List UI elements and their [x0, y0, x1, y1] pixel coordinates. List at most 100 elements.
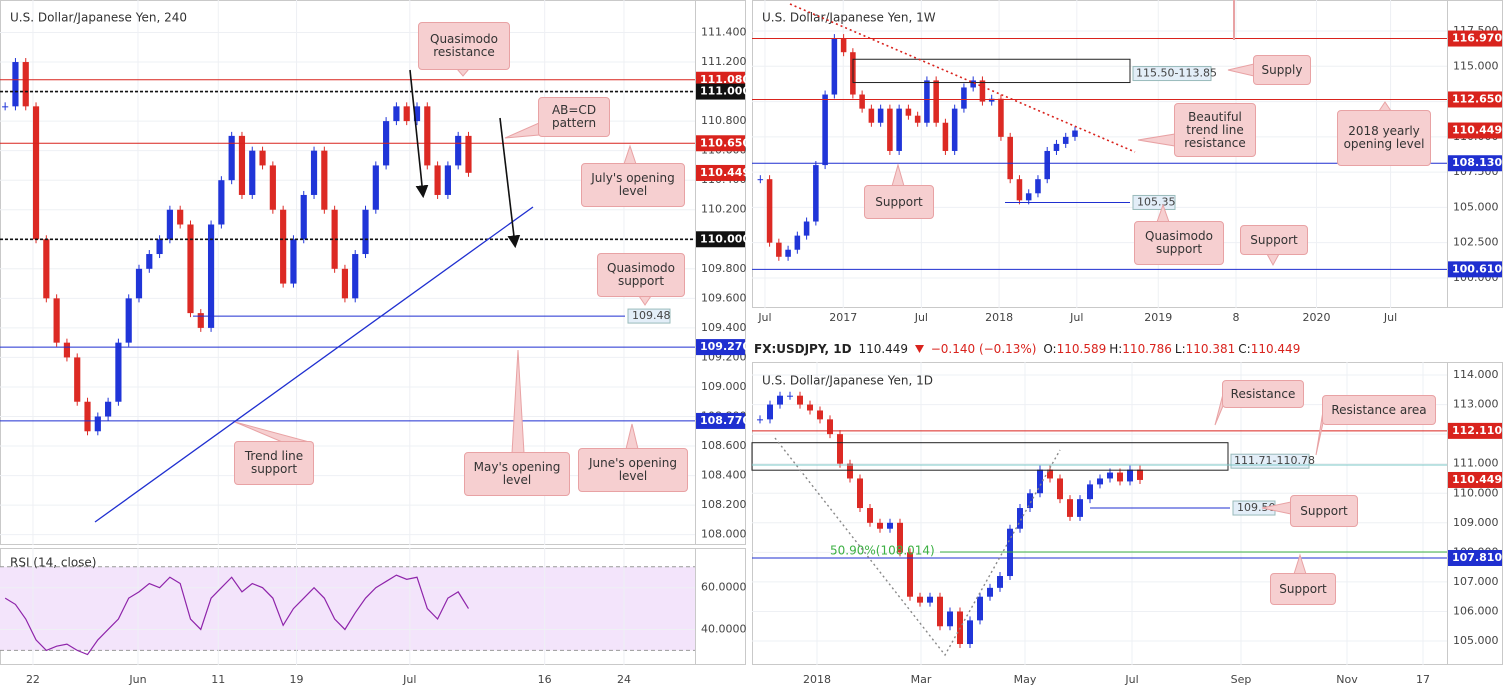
candle [84, 401, 91, 432]
y-tick-label: 109.000 [701, 380, 747, 393]
candle [94, 416, 101, 432]
rsi-band [0, 566, 695, 651]
x-tick-label: May [1014, 673, 1037, 686]
price-label-bg [1448, 30, 1502, 47]
candle [115, 342, 122, 402]
ohlc-value: 110.786 [1122, 342, 1172, 356]
x-tick-label: 16 [538, 673, 552, 686]
candle [341, 268, 349, 299]
price-label: 108.770 [700, 414, 750, 427]
x-tick-label: Mar [911, 673, 932, 686]
price-label-bg [1448, 91, 1502, 108]
callout: Quasimodo support [597, 253, 685, 297]
symbol: FX:USDJPY, 1D [754, 342, 852, 356]
chart-title: U.S. Dollar/Japanese Yen, 240 [10, 11, 187, 25]
candle [777, 395, 783, 405]
zone [751, 442, 1229, 471]
callout: Support [1270, 573, 1336, 605]
x-tick-label: 22 [26, 673, 40, 686]
y-tick-label: 109.600 [701, 291, 747, 304]
candle [125, 298, 132, 343]
candle [1077, 499, 1083, 517]
callout-pointer [625, 423, 639, 450]
candle [887, 108, 893, 151]
candle [776, 242, 782, 257]
price-label: 110.650 [700, 136, 750, 149]
candle [1016, 179, 1023, 201]
candle [951, 108, 958, 151]
arrow [499, 117, 521, 249]
zone-label: 115.50-113.85 [1136, 67, 1217, 80]
candle [413, 106, 421, 122]
callout-pointer [504, 122, 540, 139]
candle [187, 224, 194, 314]
candle [905, 108, 912, 116]
candle [924, 80, 930, 123]
chart-title: RSI (14, close) [10, 556, 96, 570]
callout: AB=CD pattern [538, 97, 610, 137]
candle [840, 38, 847, 53]
x-tick-label: 8 [1233, 311, 1240, 324]
candle [877, 522, 883, 529]
price-label-bg [696, 412, 745, 429]
ohlc: O:110.589 H:110.786 L:110.381 C:110.449 [1043, 342, 1303, 356]
candle [331, 209, 338, 269]
candle [166, 209, 173, 240]
candle [434, 165, 441, 195]
x-tick-label: Jul [1069, 311, 1083, 324]
candle [859, 94, 865, 109]
x-tick-label: 2018 [985, 311, 1013, 324]
candle [914, 115, 921, 123]
candle [197, 313, 204, 328]
trend-line [94, 206, 534, 523]
candle [1067, 499, 1073, 517]
y-tick-label: 110.000 [1453, 486, 1499, 499]
price-label: 112.110 [1452, 424, 1502, 437]
price-label-bg [1448, 549, 1502, 566]
x-tick-label: Jul [757, 311, 771, 324]
candle [797, 395, 803, 405]
y-tick-label: 114.000 [1453, 368, 1499, 381]
candle [757, 419, 763, 421]
down-arrow [914, 345, 924, 353]
x-tick-label: Jul [914, 311, 928, 324]
candle [393, 106, 400, 122]
candle [794, 235, 801, 250]
candle [807, 404, 813, 411]
candle [1035, 179, 1041, 194]
callout: July's opening level [581, 163, 685, 207]
candle [813, 165, 819, 222]
callout: Beautiful trend line resistance [1174, 103, 1256, 157]
candle [465, 135, 472, 173]
candle [933, 80, 939, 123]
level-label-bg [1132, 194, 1176, 210]
x-tick-label: Jun [128, 673, 146, 686]
candle [310, 150, 318, 195]
candle [757, 179, 764, 181]
candle [1127, 469, 1133, 482]
candle [290, 239, 297, 284]
candle [321, 150, 328, 210]
candle [1047, 469, 1053, 479]
price-label-bg [696, 164, 745, 181]
candle [22, 62, 29, 107]
y-tick-label: 60.0000 [701, 581, 747, 594]
candle [803, 221, 810, 236]
callout: June's opening level [578, 448, 688, 492]
fib-label: 50.90%(108.014) [830, 543, 935, 557]
candle [1087, 484, 1093, 500]
drawings [94, 0, 1447, 657]
callout-pointer [1266, 253, 1280, 267]
price-label-bg [696, 83, 745, 100]
change: −0.140 (−0.13%) [930, 342, 1037, 356]
price-label: 111.080 [700, 73, 750, 86]
candle [942, 122, 949, 151]
candle [228, 135, 235, 181]
candle [847, 463, 853, 479]
callout: 2018 yearly opening level [1337, 110, 1431, 166]
callout: Support [1290, 495, 1358, 527]
x-tick-label: 2017 [829, 311, 857, 324]
y-tick-label: 110.800 [701, 114, 747, 127]
candle [887, 522, 893, 529]
zone-label-bg [1132, 66, 1212, 82]
